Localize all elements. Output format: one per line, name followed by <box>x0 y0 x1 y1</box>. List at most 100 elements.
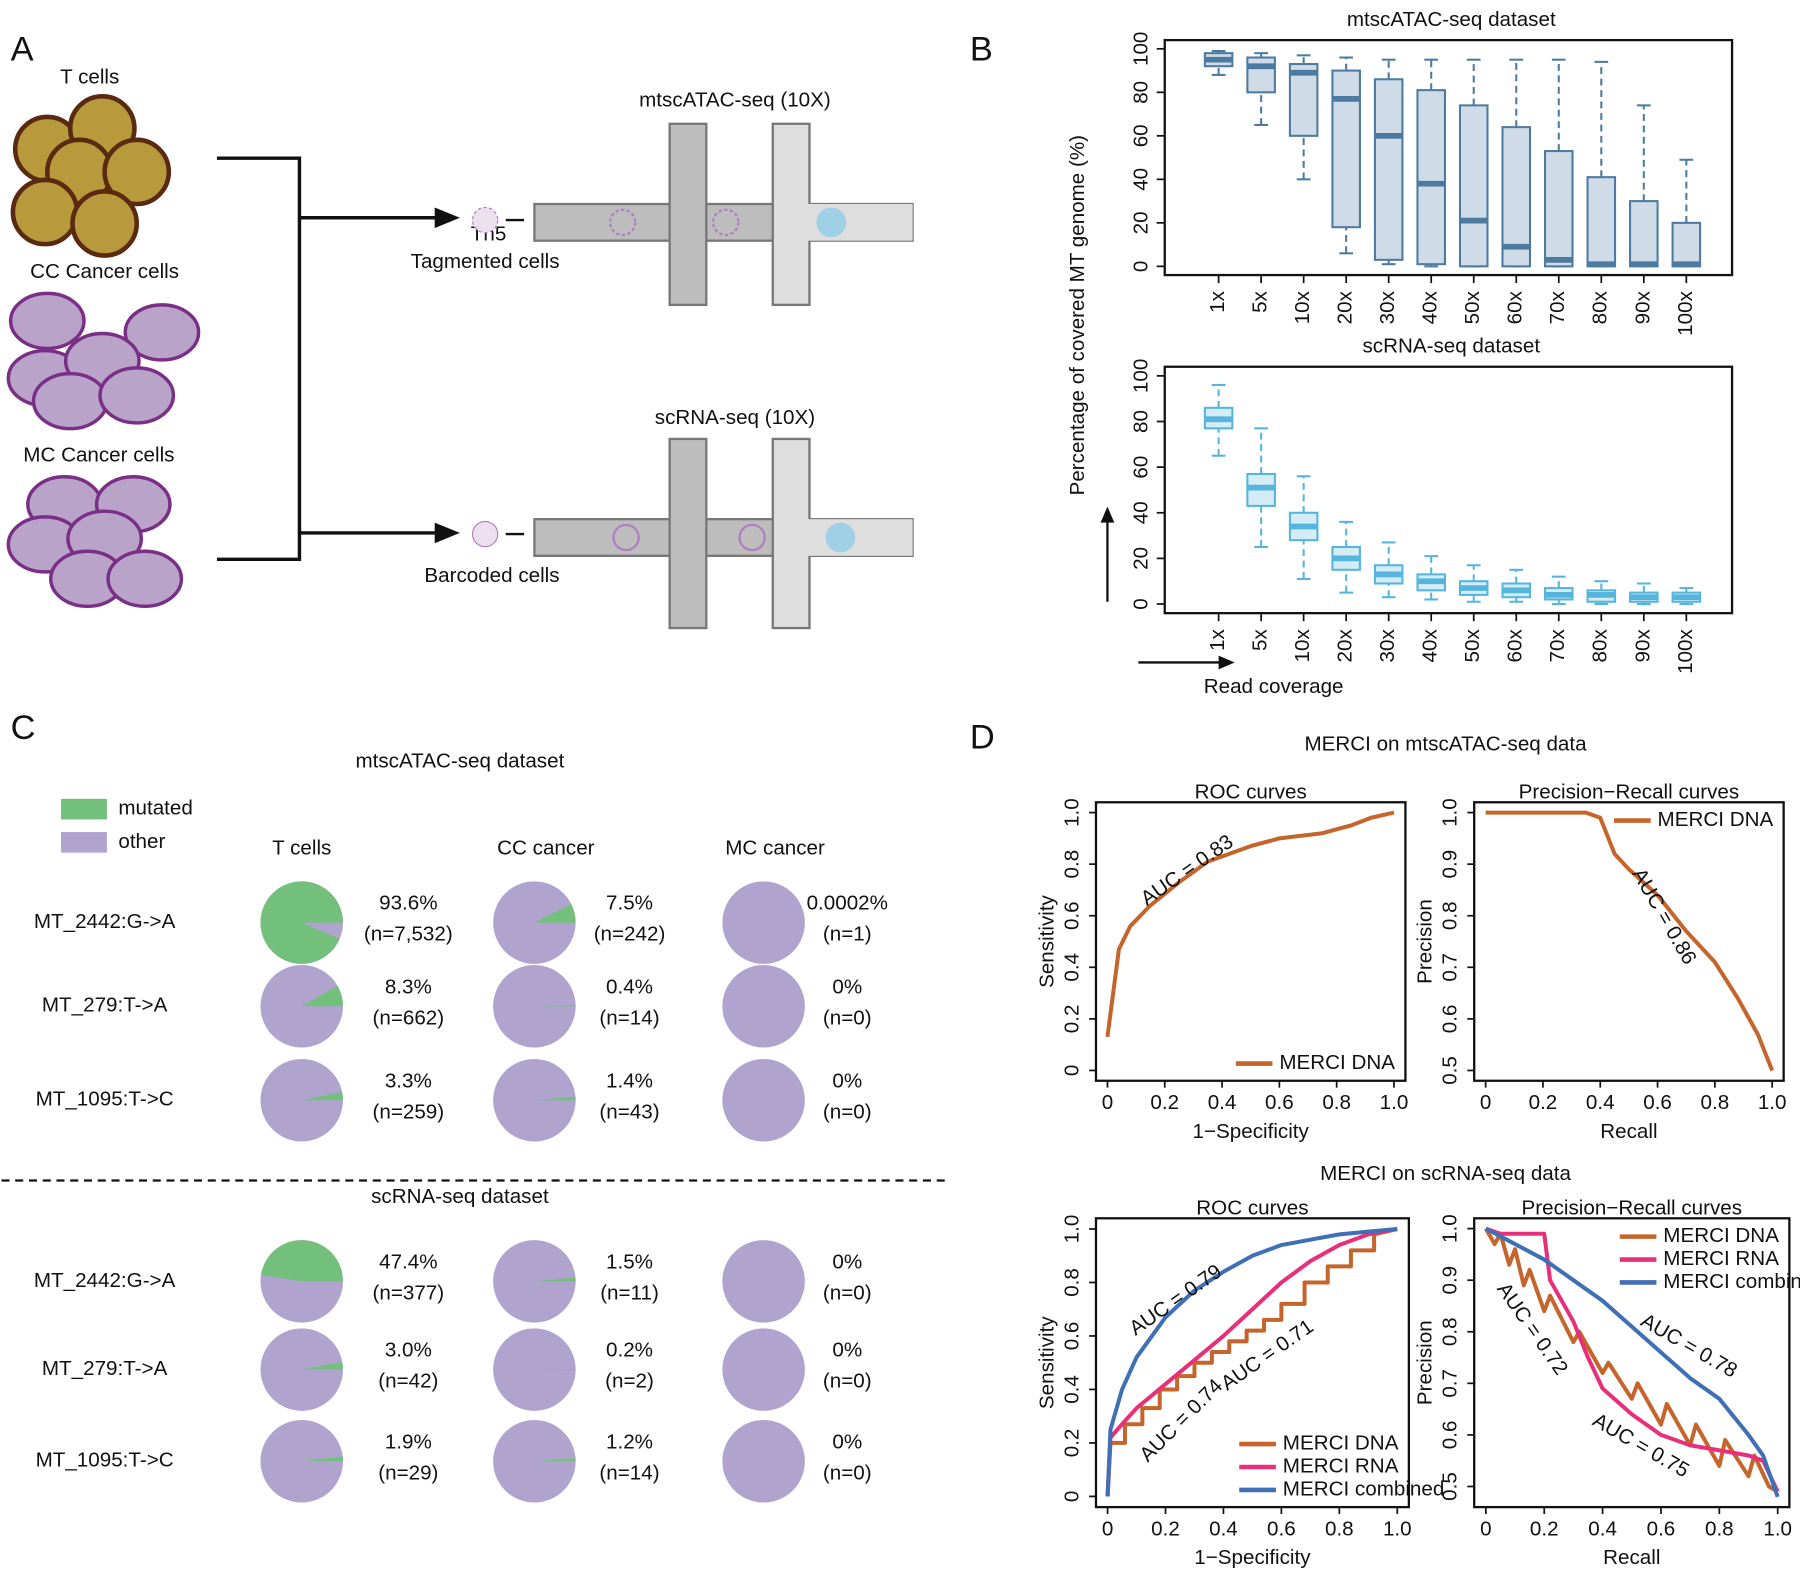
value-label: 0% <box>832 1430 862 1453</box>
x-tick-label: 1x <box>1206 629 1229 651</box>
legend-label: MERCI RNA <box>1663 1247 1779 1270</box>
count-label: (n=7,532) <box>364 923 453 946</box>
plot-frame <box>1094 801 1407 1082</box>
chart-title: ROC curves <box>1195 781 1307 804</box>
x-tick-label: 80x <box>1589 290 1612 324</box>
legend-label: MERCI combined <box>1283 1477 1444 1500</box>
y-tick-label: 0 <box>1061 1491 1084 1502</box>
value-label: 0% <box>832 1250 862 1273</box>
count-label: (n=11) <box>600 1281 659 1304</box>
arrow <box>505 218 525 536</box>
x-tick-label: 100x <box>1674 629 1697 674</box>
value-label: 93.6% <box>379 892 437 915</box>
y-tick-label: 0.8 <box>1439 1317 1462 1346</box>
count-label: (n=14) <box>599 1461 659 1484</box>
box <box>1501 126 1532 268</box>
count-label: (n=42) <box>378 1370 438 1393</box>
row-label: MT_279:T->A <box>42 994 168 1017</box>
platform-label: mtscATAC-seq (10X) <box>639 88 831 111</box>
pie-other <box>493 1420 576 1503</box>
plot-frame <box>1163 365 1734 615</box>
y-tick-label: 20 <box>1129 211 1152 234</box>
count-label: (n=0) <box>823 1281 872 1304</box>
pie-other <box>493 1058 576 1142</box>
count-label: (n=2) <box>605 1370 654 1393</box>
pie-mutated <box>534 1096 576 1101</box>
plot-frame <box>1473 1217 1791 1509</box>
pie-mutated <box>301 1456 343 1462</box>
plot-frame <box>1473 801 1785 1082</box>
group-title: MERCI on scRNA-seq data <box>1320 1162 1571 1185</box>
x-tick-label: 1.0 <box>1380 1091 1409 1114</box>
value-label: 7.5% <box>606 892 653 915</box>
count-label: (n=377) <box>373 1281 445 1304</box>
cell <box>31 371 109 431</box>
count-label: (n=662) <box>373 1006 445 1029</box>
y-tick-label: 0 <box>1061 1065 1084 1076</box>
row-label: MT_2442:G->A <box>34 1269 176 1292</box>
legend-label: MERCI DNA <box>1658 808 1774 831</box>
row-label: MT_1095:T->C <box>36 1449 174 1472</box>
y-axis-label: Precision <box>1414 1320 1437 1405</box>
y-tick-label: 0.7 <box>1439 1369 1462 1398</box>
x-tick-label: 0.4 <box>1208 1091 1237 1114</box>
x-tick-label: 0 <box>1480 1517 1491 1540</box>
cell <box>123 303 201 362</box>
y-tick-label: 60 <box>1129 124 1152 147</box>
count-label: (n=242) <box>594 923 666 946</box>
legend-swatch <box>61 832 107 853</box>
x-tick-label: 0.4 <box>1588 1517 1617 1540</box>
y-tick-label: 0.8 <box>1061 850 1084 879</box>
cell-label: MC Cancer cells <box>23 444 174 467</box>
cell <box>98 366 176 425</box>
panel-label: C <box>11 709 36 747</box>
count-label: (n=14) <box>599 1006 659 1029</box>
y-tick-label: 0 <box>1129 598 1152 609</box>
cell <box>608 208 637 237</box>
pie-other <box>722 1328 805 1411</box>
pie-other <box>722 881 805 964</box>
platform-label: scRNA-seq (10X) <box>655 406 815 429</box>
pie-other <box>722 1240 805 1323</box>
chart-title: Precision−Recall curves <box>1522 1197 1743 1220</box>
cell <box>712 208 740 237</box>
y-tick-label: 0.6 <box>1061 901 1084 930</box>
x-tick-label: 0.8 <box>1701 1091 1730 1114</box>
y-tick-label: 0.6 <box>1439 1421 1462 1450</box>
pie-mutated <box>534 1005 576 1007</box>
y-tick-label: 0.4 <box>1061 953 1084 982</box>
x-tick-label: 70x <box>1546 629 1569 663</box>
box <box>1543 150 1574 268</box>
y-tick-label: 0.7 <box>1439 953 1462 982</box>
count-label: (n=29) <box>378 1461 438 1484</box>
y-tick-label: 100 <box>1129 359 1152 393</box>
x-tick-label: 0.8 <box>1325 1517 1354 1540</box>
curve <box>1105 1227 1398 1497</box>
value-label: 47.4% <box>379 1250 437 1273</box>
x-tick-label: 0.2 <box>1150 1091 1179 1114</box>
cell-label: CC Cancer cells <box>30 260 179 283</box>
y-tick-label: 100 <box>1129 32 1152 66</box>
x-tick-label: 5x <box>1249 290 1272 312</box>
curve <box>1105 1227 1398 1497</box>
chart-title: scRNA-seq dataset <box>1362 335 1540 358</box>
x-tick-label: 20x <box>1334 629 1357 663</box>
value-label: 0% <box>832 1339 862 1362</box>
annotation: AUC = 0.72 <box>1492 1278 1572 1379</box>
x-tick-label: 1.0 <box>1383 1517 1412 1540</box>
y-tick-label: 0.8 <box>1439 901 1462 930</box>
y-tick-label: 40 <box>1129 501 1152 524</box>
x-tick-label: 40x <box>1419 629 1442 663</box>
y-tick-label: 60 <box>1129 456 1152 479</box>
pie-other <box>493 881 576 964</box>
chip-rna <box>533 437 914 630</box>
chart-title: mtscATAC-seq dataset <box>1347 8 1556 31</box>
x-tick-label: 0 <box>1102 1517 1113 1540</box>
y-tick-label: 1.0 <box>1061 1215 1084 1244</box>
x-tick-label: 20x <box>1334 290 1357 324</box>
curve <box>1484 1227 1779 1494</box>
value-label: 0.2% <box>606 1339 653 1362</box>
plot-frame <box>1163 38 1734 277</box>
